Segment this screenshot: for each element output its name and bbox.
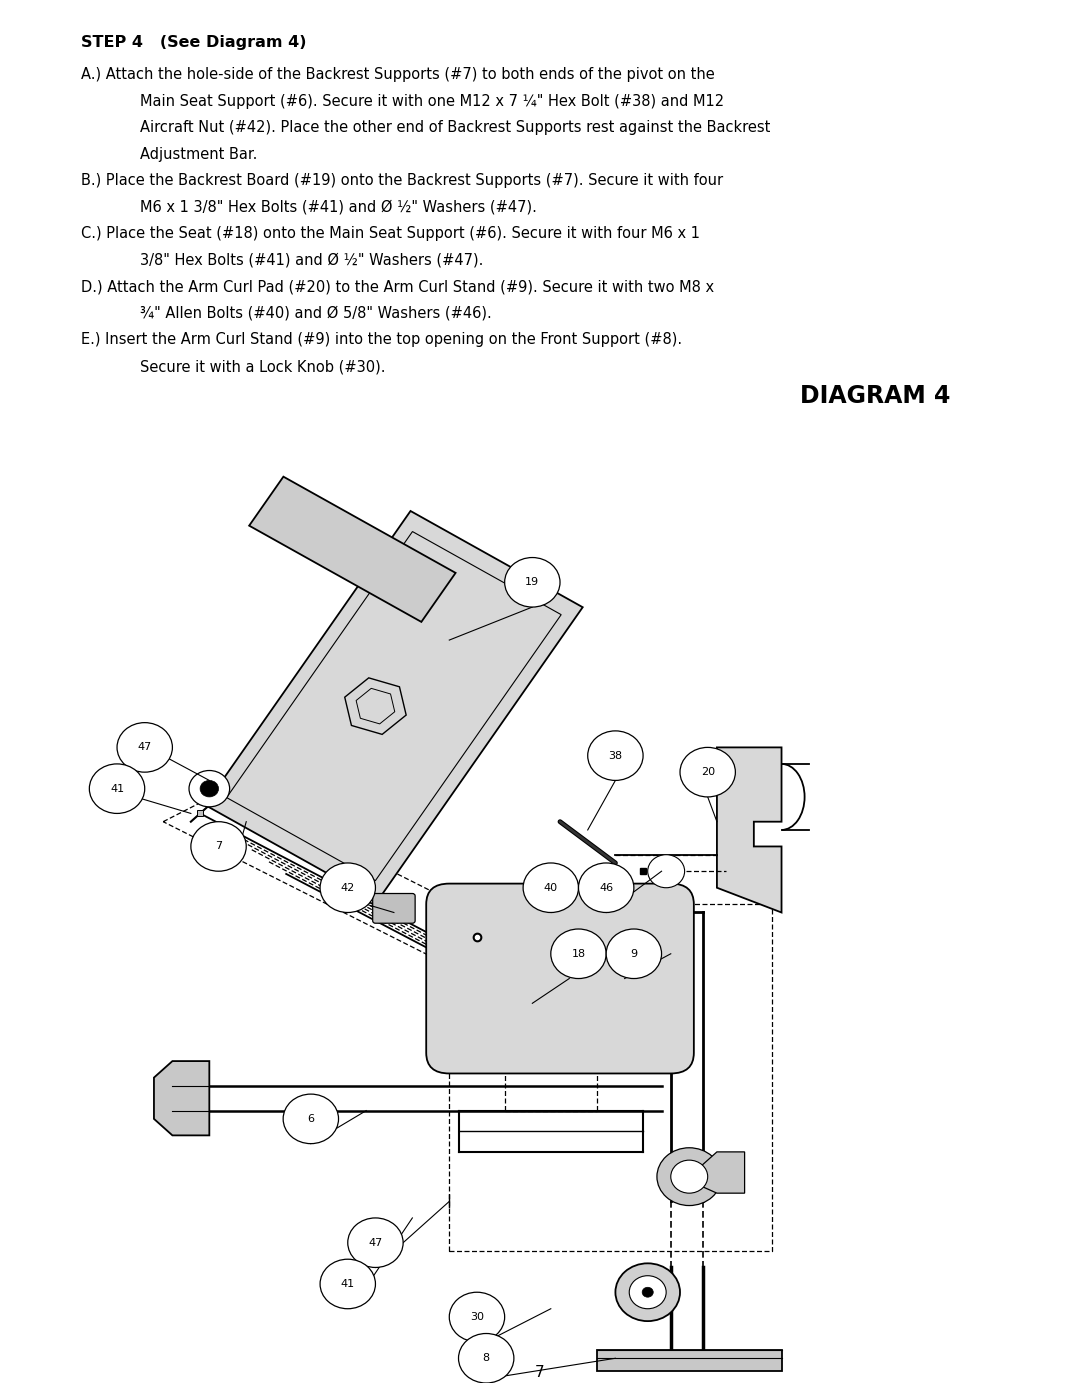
Text: Adjustment Bar.: Adjustment Bar.	[140, 147, 258, 162]
Text: B.) Place the Backrest Board (#19) onto the Backrest Supports (#7). Secure it wi: B.) Place the Backrest Board (#19) onto …	[81, 173, 724, 189]
Text: Aircraft Nut (#42). Place the other end of Backrest Supports rest against the Ba: Aircraft Nut (#42). Place the other end …	[140, 120, 771, 136]
Text: D.) Attach the Arm Curl Pad (#20) to the Arm Curl Stand (#9). Secure it with two: D.) Attach the Arm Curl Pad (#20) to the…	[81, 279, 714, 295]
Text: STEP 4   (See Diagram 4): STEP 4 (See Diagram 4)	[81, 35, 307, 50]
Text: M6 x 1 3/8" Hex Bolts (#41) and Ø ½" Washers (#47).: M6 x 1 3/8" Hex Bolts (#41) and Ø ½" Was…	[140, 200, 537, 215]
Text: Main Seat Support (#6). Secure it with one M12 x 7 ¼" Hex Bolt (#38) and M12: Main Seat Support (#6). Secure it with o…	[140, 94, 725, 109]
Text: ¾" Allen Bolts (#40) and Ø 5/8" Washers (#46).: ¾" Allen Bolts (#40) and Ø 5/8" Washers …	[140, 306, 492, 321]
Text: A.) Attach the hole-side of the Backrest Supports (#7) to both ends of the pivot: A.) Attach the hole-side of the Backrest…	[81, 67, 715, 82]
Text: E.) Insert the Arm Curl Stand (#9) into the top opening on the Front Support (#8: E.) Insert the Arm Curl Stand (#9) into …	[81, 332, 683, 348]
Text: Secure it with a Lock Knob (#30).: Secure it with a Lock Knob (#30).	[140, 359, 386, 374]
Text: 3/8" Hex Bolts (#41) and Ø ½" Washers (#47).: 3/8" Hex Bolts (#41) and Ø ½" Washers (#…	[140, 253, 484, 268]
Text: 7: 7	[536, 1365, 544, 1380]
Text: DIAGRAM 4: DIAGRAM 4	[800, 384, 950, 408]
Text: C.) Place the Seat (#18) onto the Main Seat Support (#6). Secure it with four M6: C.) Place the Seat (#18) onto the Main S…	[81, 226, 700, 242]
